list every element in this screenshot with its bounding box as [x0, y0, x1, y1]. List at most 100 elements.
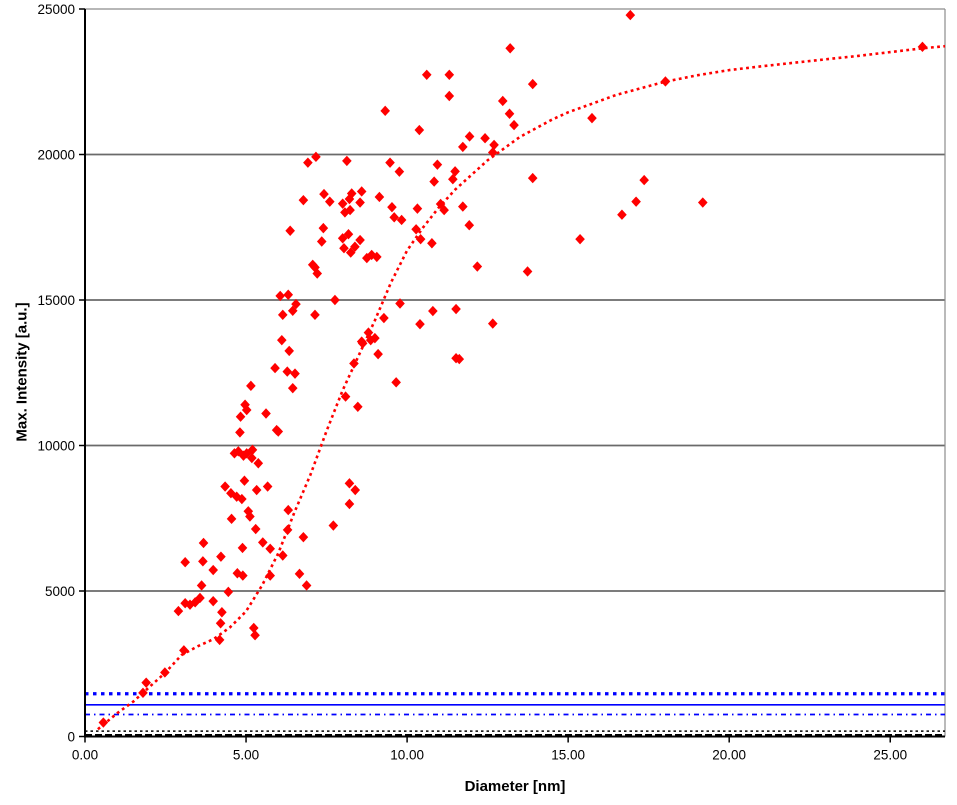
data-point — [318, 222, 329, 234]
data-point — [472, 261, 483, 272]
data-point — [337, 198, 348, 209]
data-point — [253, 458, 264, 469]
data-point — [237, 542, 248, 554]
data-point — [239, 475, 250, 486]
data-point — [251, 484, 262, 496]
data-point — [179, 645, 189, 656]
data-point — [198, 556, 208, 567]
data-point — [350, 241, 360, 252]
data-point — [98, 717, 109, 728]
data-point — [415, 233, 426, 245]
data-point — [226, 488, 236, 499]
data-point — [215, 618, 226, 629]
data-point — [247, 444, 258, 456]
data-point — [330, 294, 340, 306]
y-tick-label: 10000 — [37, 439, 75, 454]
data-point — [458, 141, 468, 153]
data-point — [195, 592, 205, 604]
data-point — [316, 236, 327, 247]
x-tick-label: 15.00 — [551, 748, 585, 763]
data-point — [464, 220, 475, 231]
y-tick-label: 15000 — [37, 293, 75, 308]
data-point — [373, 348, 383, 360]
data-point — [487, 147, 498, 158]
data-point — [412, 203, 423, 214]
data-point — [160, 667, 170, 678]
data-point — [497, 95, 508, 107]
data-point — [283, 504, 294, 516]
data-point — [575, 233, 585, 245]
y-tick-label: 5000 — [45, 584, 75, 599]
data-point — [198, 537, 209, 549]
data-point — [284, 345, 295, 357]
data-point — [380, 105, 390, 117]
data-point — [246, 380, 256, 392]
data-point — [421, 69, 432, 80]
x-tick-label: 10.00 — [390, 748, 424, 763]
data-point — [389, 212, 400, 223]
data-point — [319, 188, 329, 200]
data-point — [271, 424, 282, 436]
data-point — [270, 362, 280, 374]
data-point — [504, 108, 515, 119]
data-point — [432, 159, 443, 170]
data-point — [349, 358, 359, 369]
data-point — [262, 481, 273, 492]
data-point — [220, 481, 230, 492]
data-point — [265, 570, 276, 581]
data-point — [396, 214, 407, 226]
data-point — [180, 598, 190, 609]
data-point — [427, 238, 437, 249]
data-point — [285, 225, 295, 236]
data-point — [391, 377, 401, 388]
data-point — [617, 209, 627, 220]
data-point — [291, 298, 301, 310]
data-point — [527, 172, 538, 184]
data-point — [173, 605, 184, 617]
data-point — [395, 298, 405, 309]
data-point — [265, 543, 276, 555]
data-point — [353, 401, 363, 412]
data-point — [277, 550, 288, 561]
data-point — [250, 630, 260, 641]
data-point — [214, 634, 225, 646]
data-point — [411, 224, 421, 235]
data-point — [243, 506, 254, 517]
data-point — [356, 186, 367, 197]
data-point — [355, 234, 365, 246]
data-point — [223, 586, 234, 598]
data-point — [275, 290, 285, 302]
x-tick-label: 0.00 — [72, 748, 98, 763]
data-point — [240, 399, 250, 410]
data-point — [363, 327, 374, 338]
data-point — [312, 268, 323, 279]
x-tick-label: 25.00 — [873, 748, 907, 763]
data-point — [235, 427, 245, 438]
data-point — [250, 523, 261, 535]
data-point — [527, 78, 538, 90]
y-tick-label: 0 — [67, 730, 75, 745]
data-point — [522, 266, 533, 277]
data-point — [480, 133, 490, 144]
data-point — [238, 450, 249, 461]
data-point — [451, 353, 461, 364]
data-point — [282, 524, 293, 536]
data-point — [208, 595, 218, 607]
data-point — [282, 366, 293, 377]
data-point — [435, 198, 446, 210]
data-point — [917, 41, 928, 53]
data-point — [394, 166, 405, 177]
data-point — [277, 334, 287, 346]
data-point — [328, 520, 339, 531]
data-point — [342, 155, 352, 167]
data-point — [697, 197, 708, 208]
data-point — [357, 338, 368, 349]
data-point — [429, 176, 439, 187]
data-point — [340, 207, 350, 218]
data-point — [196, 580, 207, 591]
data-point — [444, 69, 455, 80]
data-point — [660, 76, 671, 87]
data-point — [509, 119, 519, 131]
